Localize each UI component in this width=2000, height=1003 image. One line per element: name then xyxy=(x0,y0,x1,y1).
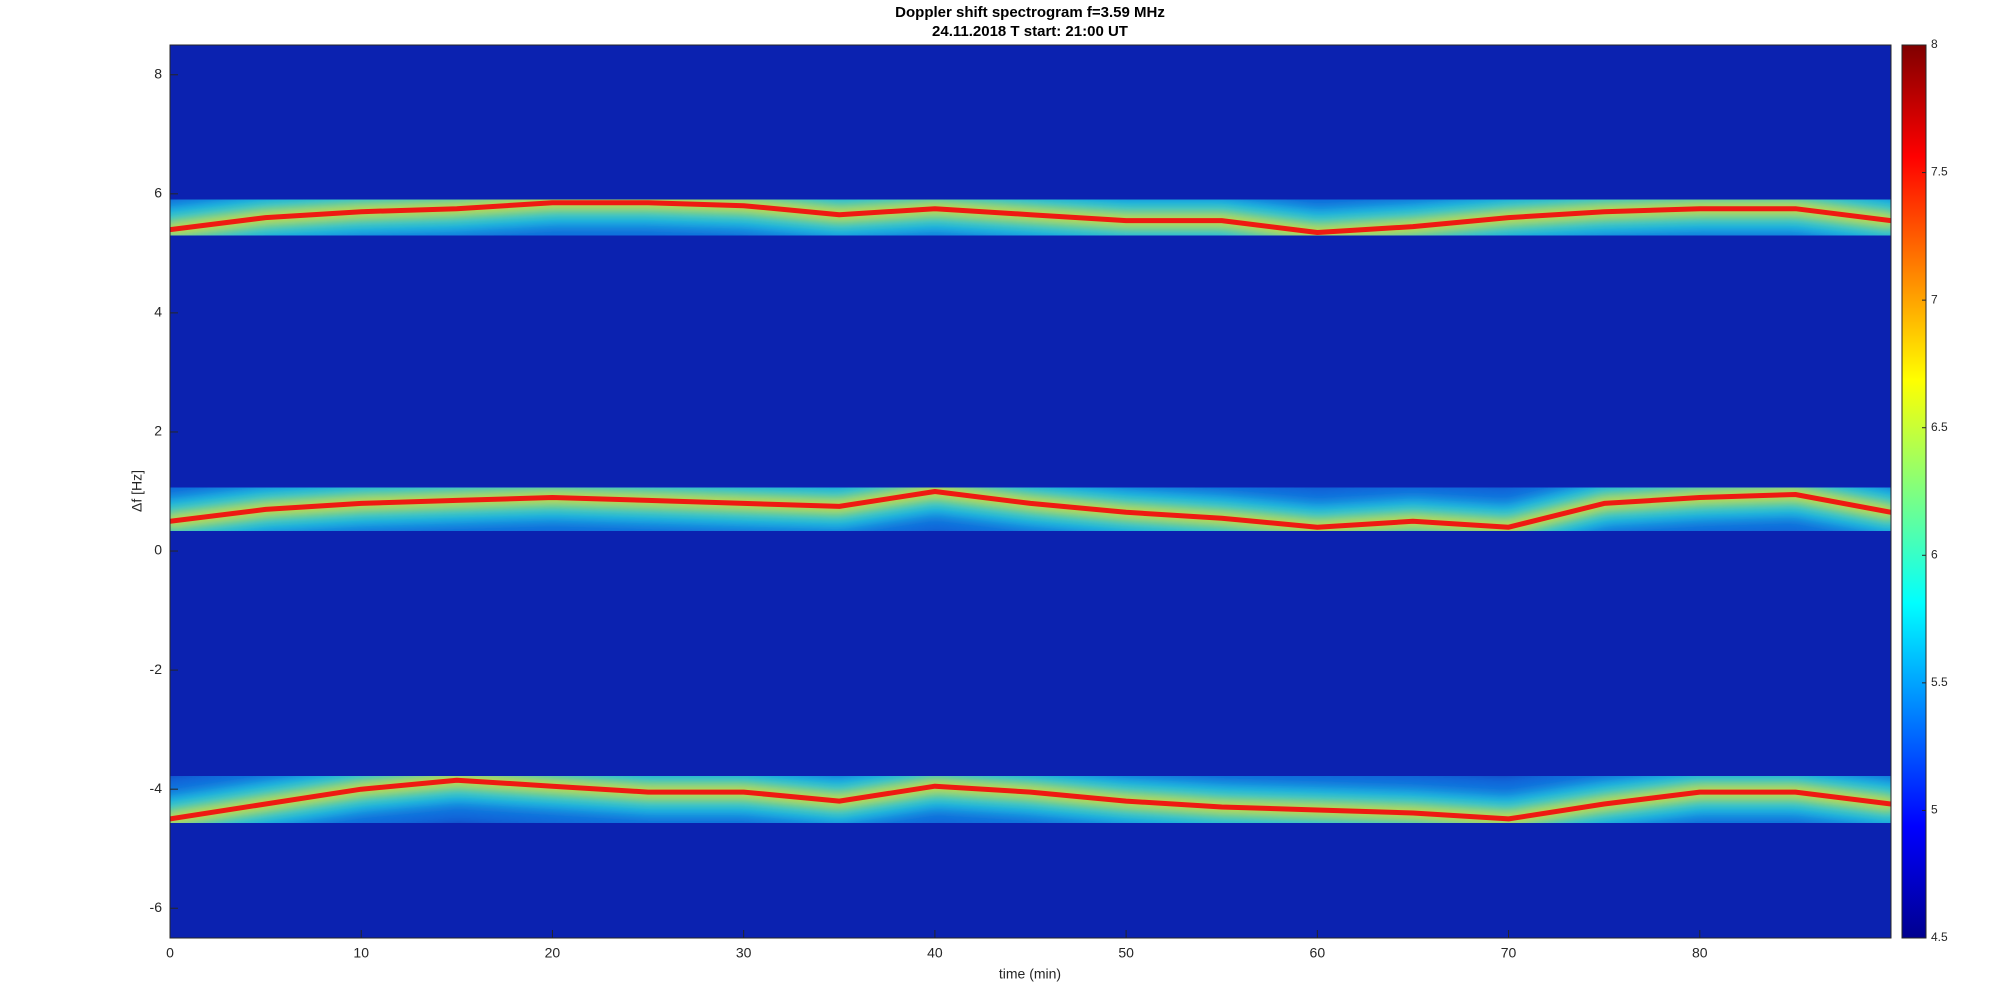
y-tick-label: 6 xyxy=(154,185,162,201)
x-tick-label: 0 xyxy=(166,945,174,961)
y-tick-label: -6 xyxy=(150,899,163,915)
x-tick-label: 60 xyxy=(1310,945,1326,961)
colorbar-tick-label: 7.5 xyxy=(1931,165,1948,179)
plot-area xyxy=(170,45,1891,938)
chart-title: Doppler shift spectrogram f=3.59 MHz xyxy=(895,4,1165,21)
x-tick-label: 40 xyxy=(927,945,943,961)
colorbar xyxy=(1901,44,1927,939)
chart-subtitle: 24.11.2018 T start: 21:00 UT xyxy=(932,23,1128,40)
trace-line xyxy=(170,777,1891,822)
y-tick-label: 0 xyxy=(154,542,162,558)
x-tick-label: 10 xyxy=(353,945,369,961)
colorbar-tick-label: 6.5 xyxy=(1931,420,1948,434)
y-tick-label: 2 xyxy=(154,423,162,439)
y-tick-label: -2 xyxy=(150,661,163,677)
trace-line xyxy=(170,489,1891,530)
y-tick-label: 8 xyxy=(154,65,162,81)
axes-frame xyxy=(169,44,1892,939)
colorbar-tick-label: 7 xyxy=(1931,292,1938,306)
colorbar-tick-label: 8 xyxy=(1931,37,1938,51)
x-tick-label: 70 xyxy=(1501,945,1517,961)
x-tick-label: 30 xyxy=(736,945,752,961)
x-axis-label: time (min) xyxy=(999,966,1061,982)
x-tick-label: 50 xyxy=(1118,945,1134,961)
y-tick-label: 4 xyxy=(154,304,162,320)
colorbar-tick-label: 4.5 xyxy=(1931,930,1948,944)
y-axis-label: Δf [Hz] xyxy=(129,470,145,512)
x-tick-label: 20 xyxy=(545,945,561,961)
y-tick-label: -4 xyxy=(150,780,163,796)
colorbar-tick-label: 5 xyxy=(1931,803,1938,817)
trace-line xyxy=(170,200,1891,235)
x-tick-label: 80 xyxy=(1692,945,1708,961)
colorbar-tick-label: 6 xyxy=(1931,547,1938,561)
colorbar-tick-label: 5.5 xyxy=(1931,675,1948,689)
